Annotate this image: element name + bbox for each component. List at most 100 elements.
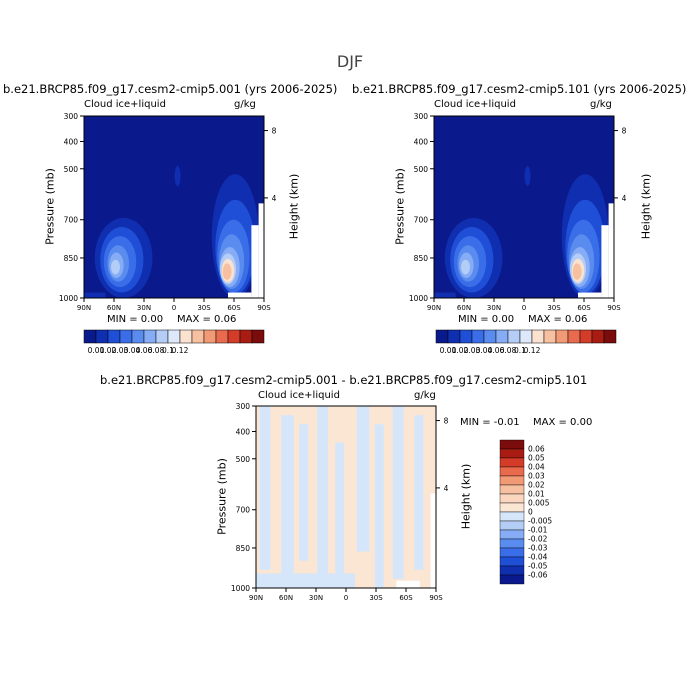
colorbar-swatch bbox=[499, 439, 525, 450]
colorbar-swatch bbox=[239, 329, 253, 344]
colorbar-swatch bbox=[471, 329, 485, 344]
colorbar-label: 0.005 bbox=[528, 499, 550, 508]
colorbar-label: -0.04 bbox=[528, 553, 548, 562]
field-contours bbox=[434, 116, 614, 298]
colorbar-label: -0.01 bbox=[528, 526, 548, 535]
panel1-min: MIN = 0.00 bbox=[107, 314, 164, 325]
colorbar-label: 0.06 bbox=[528, 445, 545, 454]
colorbar-label: 0.06 bbox=[136, 346, 153, 355]
colorbar-swatch bbox=[499, 565, 525, 576]
colorbar-label: -0.02 bbox=[528, 535, 548, 544]
colorbar-label: 0.12 bbox=[524, 346, 541, 355]
colorbar-label: 0.01 bbox=[528, 490, 545, 499]
panel2-y2label: Height (km) bbox=[639, 173, 653, 240]
y2-tick-label: 4 bbox=[622, 194, 627, 203]
colorbar-swatch bbox=[499, 520, 525, 531]
colorbar-swatch bbox=[499, 538, 525, 549]
figure-title-text: DJF bbox=[336, 52, 364, 71]
x-tick-label: 30N bbox=[309, 594, 323, 602]
topo-mask bbox=[578, 292, 602, 298]
panel2-title: b.e21.BRCP85.f09_g17.cesm2-cmip5.101 (yr… bbox=[352, 82, 687, 96]
colorbar-swatch bbox=[519, 329, 533, 344]
x-tick-label: 30S bbox=[369, 594, 383, 602]
negative-band bbox=[256, 573, 355, 588]
panel3-title: b.e21.BRCP85.f09_g17.cesm2-cmip5.001 - b… bbox=[100, 373, 588, 387]
colorbar-swatch bbox=[507, 329, 521, 344]
colorbar-swatch bbox=[499, 502, 525, 513]
negative-band bbox=[281, 415, 294, 579]
colorbar-label: 0.12 bbox=[172, 346, 189, 355]
colorbar-swatch bbox=[119, 329, 133, 344]
panel2-plot: 90N 60N 30N 0 30S 60S 90S 300 400 500 700 850 1000 8 4 bbox=[409, 112, 627, 312]
eq-contour bbox=[174, 166, 181, 187]
colorbar-swatch bbox=[499, 511, 525, 522]
colorbar-swatch bbox=[499, 457, 525, 468]
y-tick-label: 850 bbox=[236, 544, 251, 553]
y-tick-label: 300 bbox=[236, 402, 251, 411]
y-tick-label: 500 bbox=[64, 165, 79, 174]
panel2-colorbar: 0.010.020.030.040.060.080.10.12 bbox=[435, 329, 617, 355]
y2-tick-label: 4 bbox=[272, 194, 277, 203]
colorbar-swatch bbox=[447, 329, 461, 344]
colorbar-swatch bbox=[179, 329, 193, 344]
colorbar-label: 0.06 bbox=[488, 346, 505, 355]
y2-tick-label: 8 bbox=[444, 417, 449, 426]
colorbar-swatch bbox=[215, 329, 229, 344]
colorbar-swatch bbox=[131, 329, 145, 344]
x-tick-label: 90N bbox=[77, 304, 91, 312]
x-tick-label: 0 bbox=[344, 594, 348, 602]
nh-contour bbox=[461, 259, 470, 275]
colorbar-label: 0.05 bbox=[528, 454, 545, 463]
topo-mask bbox=[251, 225, 259, 298]
y2-tick-label: 8 bbox=[272, 127, 277, 136]
colorbar-swatch bbox=[495, 329, 509, 344]
colorbar-swatch bbox=[499, 556, 525, 567]
nh-lowlevel bbox=[84, 292, 106, 298]
x-tick-label: 60N bbox=[279, 594, 293, 602]
x-tick-label: 60N bbox=[107, 304, 121, 312]
colorbar-swatch bbox=[499, 466, 525, 477]
colorbar-label: -0.05 bbox=[528, 562, 548, 571]
panel3-plot: 90N 60N 30N 0 30S 60S 90S 300 400 500 700 850 1000 8 4 bbox=[231, 402, 449, 602]
negative-band bbox=[259, 406, 271, 570]
colorbar-swatch bbox=[143, 329, 157, 344]
colorbar-swatch bbox=[499, 529, 525, 540]
sh-contour bbox=[222, 263, 232, 280]
y-tick-label: 850 bbox=[414, 254, 429, 263]
panel3-colorbar: 0.060.050.040.030.020.010.0050-0.005-0.0… bbox=[499, 439, 552, 585]
negative-band bbox=[414, 415, 424, 570]
x-tick-label: 60S bbox=[227, 304, 241, 312]
colorbar-label: 0.02 bbox=[528, 481, 545, 490]
y-tick-label: 1000 bbox=[231, 584, 250, 593]
colorbar-label: 0.02 bbox=[452, 346, 469, 355]
x-tick-label: 90N bbox=[249, 594, 263, 602]
colorbar-swatch bbox=[499, 484, 525, 495]
topo-mask bbox=[396, 580, 420, 588]
figure-title: DJF bbox=[0, 52, 700, 71]
colorbar-label: 0.03 bbox=[528, 472, 545, 481]
colorbar-swatch bbox=[95, 329, 109, 344]
eq-contour bbox=[524, 166, 531, 187]
colorbar-swatch bbox=[499, 547, 525, 558]
panel2-max: MAX = 0.06 bbox=[528, 314, 588, 325]
y-tick-label: 850 bbox=[64, 254, 79, 263]
colorbar-swatch bbox=[191, 329, 205, 344]
colorbar-label: 0.01 bbox=[440, 346, 457, 355]
colorbar-label: 0.04 bbox=[528, 463, 545, 472]
y2-tick-label: 8 bbox=[622, 127, 627, 136]
y2-tick-label: 4 bbox=[444, 484, 449, 493]
colorbar-swatch bbox=[499, 574, 525, 585]
colorbar-label: 0.08 bbox=[148, 346, 165, 355]
y-tick-label: 400 bbox=[64, 137, 79, 146]
negative-band bbox=[299, 424, 309, 561]
topo-mask bbox=[258, 203, 264, 298]
y-tick-label: 400 bbox=[236, 427, 251, 436]
topo-mask bbox=[601, 225, 609, 298]
panel1-title: b.e21.BRCP85.f09_g17.cesm2-cmip5.001 (yr… bbox=[3, 82, 338, 96]
topo-mask bbox=[228, 292, 252, 298]
negative-band bbox=[392, 406, 404, 579]
panel3-units: g/kg bbox=[414, 390, 436, 401]
negative-band bbox=[317, 406, 328, 588]
colorbar-swatch bbox=[531, 329, 545, 344]
x-tick-label: 0 bbox=[522, 304, 526, 312]
